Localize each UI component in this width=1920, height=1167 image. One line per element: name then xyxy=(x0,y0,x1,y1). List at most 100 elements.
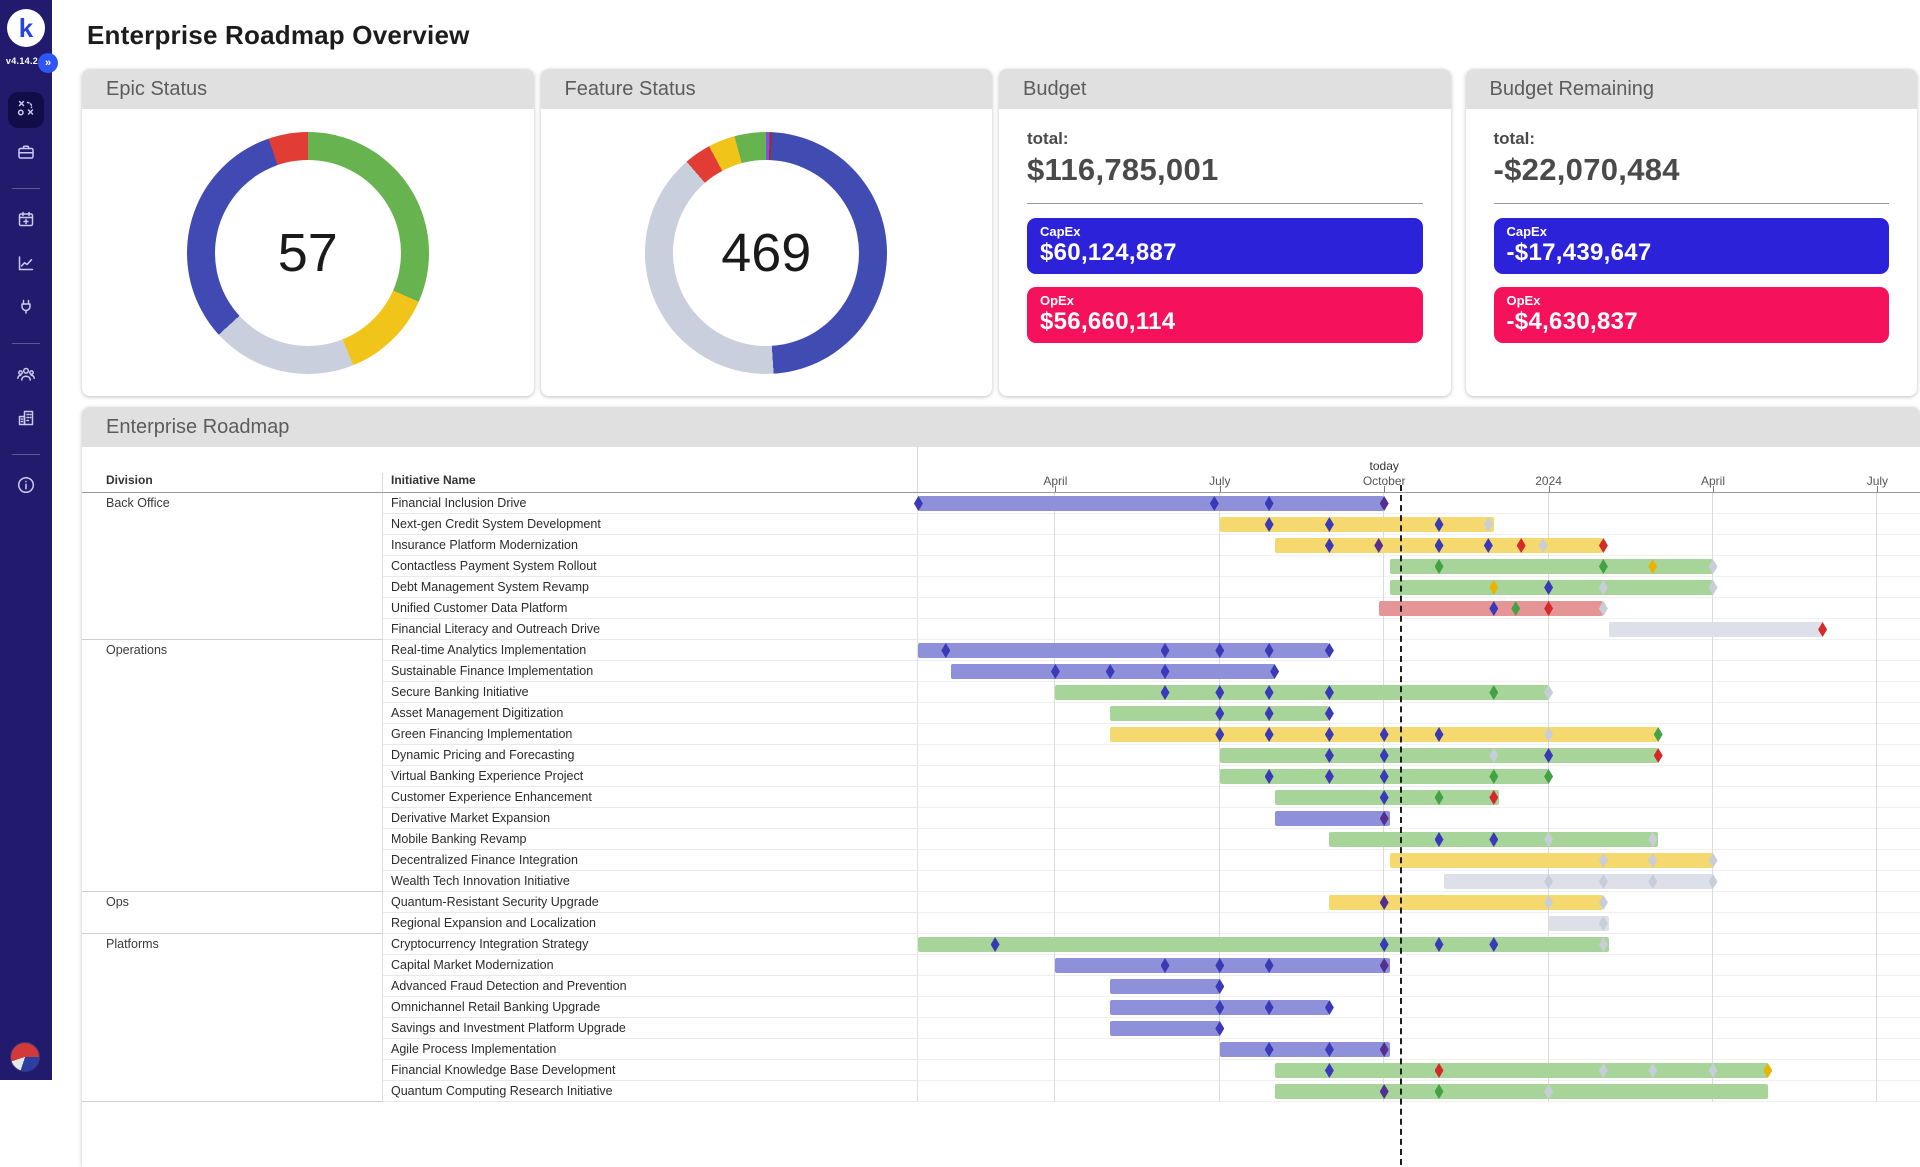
initiative-cell: Customer Experience Enhancement xyxy=(382,787,917,808)
division-cell xyxy=(82,619,382,640)
building-icon xyxy=(16,408,36,433)
sidebar-item-integrations[interactable] xyxy=(8,291,44,327)
budget-remaining-divider xyxy=(1494,203,1890,204)
gantt-bar[interactable] xyxy=(1275,1084,1768,1099)
division-cell xyxy=(82,577,382,598)
gantt-bar[interactable] xyxy=(1110,979,1220,994)
axis-tick-mark xyxy=(1055,486,1056,492)
roadmap-row: Next-gen Credit System Development xyxy=(82,514,1920,535)
division-cell xyxy=(82,787,382,808)
initiative-cell: Regional Expansion and Localization xyxy=(382,913,917,934)
briefcase-icon xyxy=(16,142,36,167)
opex-label: OpEx xyxy=(1507,293,1890,308)
gantt-chart-cell xyxy=(917,682,1920,703)
gantt-bar[interactable] xyxy=(1444,874,1713,889)
sidebar-item-teams[interactable] xyxy=(8,358,44,394)
gantt-chart-cell xyxy=(917,577,1920,598)
opex-value: -$4,630,837 xyxy=(1507,308,1890,336)
gantt-bar[interactable] xyxy=(918,496,1384,511)
sidebar-item-planning[interactable] xyxy=(8,203,44,239)
user-avatar[interactable] xyxy=(10,1042,40,1072)
division-cell xyxy=(82,829,382,850)
epic-status-card-header: Epic Status xyxy=(82,69,534,109)
page-title: Enterprise Roadmap Overview xyxy=(87,20,470,51)
capex-value: -$17,439,647 xyxy=(1507,239,1890,267)
app-logo-letter: k xyxy=(19,13,33,44)
axis-tick-mark xyxy=(1713,486,1714,492)
roadmap-row: Regional Expansion and Localization xyxy=(82,913,1920,934)
gantt-bar[interactable] xyxy=(1055,685,1548,700)
epic-status-title: Epic Status xyxy=(106,78,207,101)
roadmap-row: Savings and Investment Platform Upgrade xyxy=(82,1018,1920,1039)
initiative-cell: Quantum Computing Research Initiative xyxy=(382,1081,917,1102)
sidebar-nav xyxy=(0,92,52,513)
sidebar-item-portfolio[interactable] xyxy=(8,136,44,172)
roadmap-row: Asset Management Digitization xyxy=(82,703,1920,724)
gantt-chart-cell xyxy=(917,787,1920,808)
initiative-cell: Dynamic Pricing and Forecasting xyxy=(382,745,917,766)
strategy-icon xyxy=(16,98,36,123)
division-cell xyxy=(82,1060,382,1081)
gantt-bar[interactable] xyxy=(1390,853,1713,868)
gantt-chart-cell xyxy=(917,892,1920,913)
division-cell xyxy=(82,661,382,682)
gantt-chart-cell xyxy=(917,724,1920,745)
roadmap-row: Green Financing Implementation xyxy=(82,724,1920,745)
gantt-chart-cell xyxy=(917,934,1920,955)
division-cell: Operations xyxy=(82,640,382,661)
budget-capex-box[interactable]: CapEx $60,124,887 xyxy=(1027,218,1423,274)
budget-remaining-opex-box[interactable]: OpEx -$4,630,837 xyxy=(1494,287,1890,343)
gantt-chart-cell xyxy=(917,850,1920,871)
gantt-chart-cell xyxy=(917,640,1920,661)
roadmap-row: Quantum Computing Research Initiative xyxy=(82,1081,1920,1102)
gantt-bar[interactable] xyxy=(1609,622,1823,637)
sidebar-expand-button[interactable]: » xyxy=(38,53,58,73)
capex-value: $60,124,887 xyxy=(1040,239,1423,267)
gantt-bar[interactable] xyxy=(1275,1063,1768,1078)
epic-status-donut-chart[interactable]: 57 xyxy=(187,132,429,374)
axis-tick-mark xyxy=(1549,486,1550,492)
roadmap-row: Capital Market Modernization xyxy=(82,955,1920,976)
sidebar-item-info[interactable] xyxy=(8,469,44,505)
feature-status-donut-chart[interactable]: 469 xyxy=(645,132,887,374)
division-cell xyxy=(82,955,382,976)
sidebar-item-organization[interactable] xyxy=(8,402,44,438)
initiative-cell: Cryptocurrency Integration Strategy xyxy=(382,934,917,955)
gantt-bar[interactable] xyxy=(1110,1021,1220,1036)
gantt-chart-cell xyxy=(917,829,1920,850)
gantt-bar[interactable] xyxy=(918,937,1608,952)
division-cell xyxy=(82,1039,382,1060)
division-cell xyxy=(82,703,382,724)
app-logo[interactable]: k xyxy=(7,9,45,47)
feature-status-total: 469 xyxy=(673,160,859,346)
roadmap-row: Derivative Market Expansion xyxy=(82,808,1920,829)
initiative-cell: Insurance Platform Modernization xyxy=(382,535,917,556)
gantt-bar[interactable] xyxy=(1275,811,1390,826)
budget-opex-box[interactable]: OpEx $56,660,114 xyxy=(1027,287,1423,343)
roadmap-row: Contactless Payment System Rollout xyxy=(82,556,1920,577)
division-cell xyxy=(82,1081,382,1102)
sidebar-divider xyxy=(12,454,40,455)
budget-remaining-capex-box[interactable]: CapEx -$17,439,647 xyxy=(1494,218,1890,274)
initiative-cell: Financial Literacy and Outreach Drive xyxy=(382,619,917,640)
sidebar-item-roadmap[interactable] xyxy=(8,92,44,128)
roadmap-row: Secure Banking Initiative xyxy=(82,682,1920,703)
division-cell: Back Office xyxy=(82,493,382,514)
axis-tick-mark xyxy=(1384,486,1385,492)
gantt-bar[interactable] xyxy=(1220,1042,1390,1057)
capex-label: CapEx xyxy=(1040,224,1423,239)
gantt-chart-cell xyxy=(917,493,1920,514)
sidebar-item-reports[interactable] xyxy=(8,247,44,283)
initiative-cell: Wealth Tech Innovation Initiative xyxy=(382,871,917,892)
initiative-cell: Next-gen Credit System Development xyxy=(382,514,917,535)
gantt-bar[interactable] xyxy=(1220,517,1494,532)
roadmap-row: Sustainable Finance Implementation xyxy=(82,661,1920,682)
gantt-bar[interactable] xyxy=(1220,748,1658,763)
initiative-cell: Omnichannel Retail Banking Upgrade xyxy=(382,997,917,1018)
gantt-bar[interactable] xyxy=(1329,895,1603,910)
team-icon xyxy=(16,364,36,389)
roadmap-row: Financial Knowledge Base Development xyxy=(82,1060,1920,1081)
initiative-cell: Contactless Payment System Rollout xyxy=(382,556,917,577)
initiative-cell: Unified Customer Data Platform xyxy=(382,598,917,619)
